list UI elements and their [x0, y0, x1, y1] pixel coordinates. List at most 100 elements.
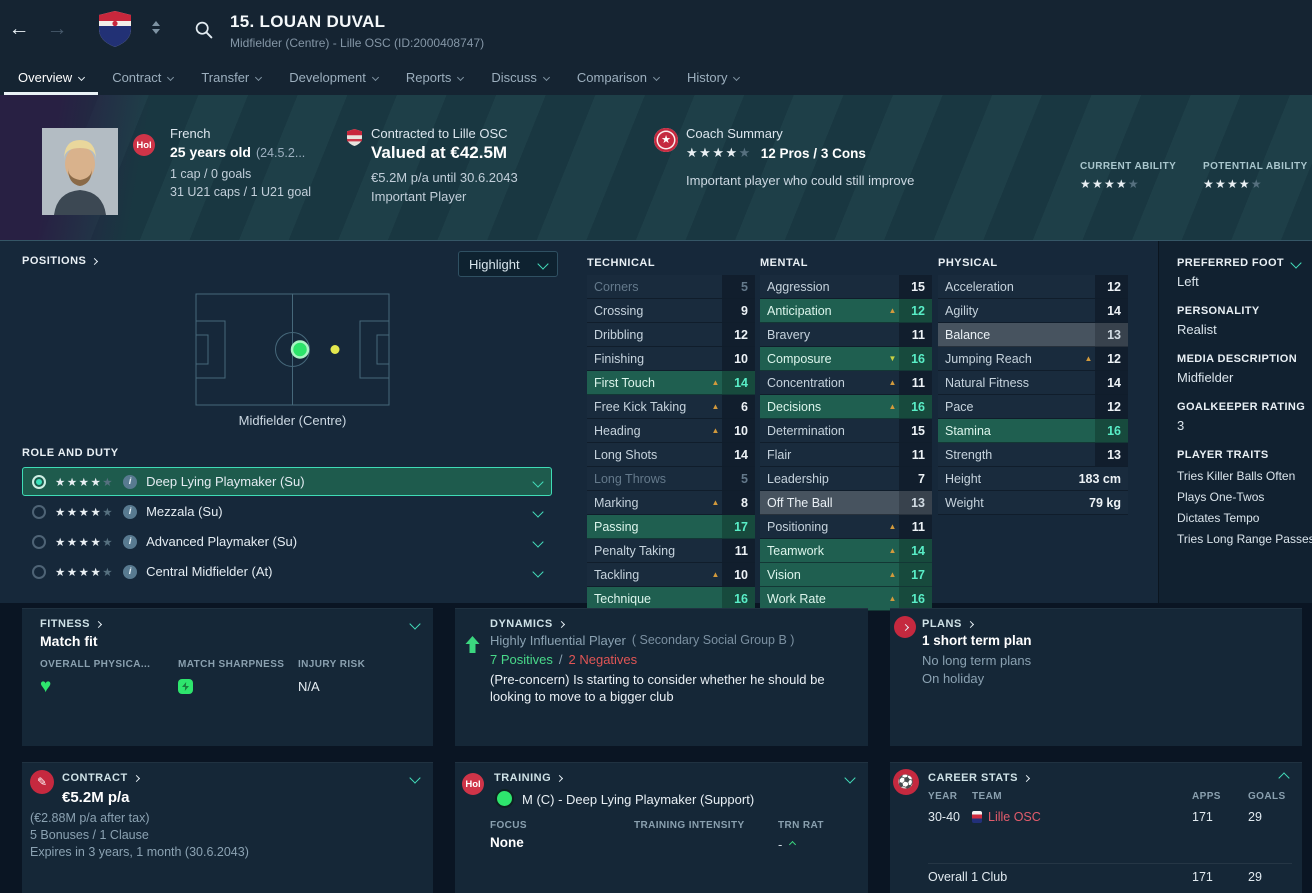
attribute-group-header: TECHNICAL — [587, 257, 656, 269]
fitness-collapse-chevron[interactable] — [409, 618, 421, 630]
pros-cons: 12 Pros / 3 Cons — [760, 145, 866, 161]
training-header-label[interactable]: TRAINING — [494, 772, 552, 784]
attribute-name: Agility — [945, 303, 979, 318]
attribute-row[interactable]: Decisions ▲ 16 — [760, 395, 932, 419]
position-pitch[interactable] — [195, 293, 390, 406]
tab-contract[interactable]: Contract — [98, 60, 187, 95]
info-icon[interactable]: i — [123, 504, 138, 519]
player-nationality[interactable]: French — [170, 126, 211, 141]
back-button[interactable]: ← — [8, 17, 30, 40]
tab-transfer[interactable]: Transfer — [187, 60, 275, 95]
attribute-name: First Touch — [594, 375, 655, 390]
negatives-value[interactable]: 2 Negatives — [568, 652, 638, 667]
attribute-row[interactable]: Aggression 15 — [760, 275, 932, 299]
attribute-row[interactable]: Stamina 16 — [938, 419, 1128, 443]
attribute-increase-icon: ▲ — [888, 305, 897, 315]
separator: / — [558, 652, 563, 667]
tab-reports[interactable]: Reports — [392, 60, 478, 95]
attribute-row[interactable]: First Touch ▲ 14 — [587, 371, 755, 395]
role-radio[interactable] — [32, 504, 46, 519]
current-ability-stars: ★★★★★ — [1080, 177, 1176, 191]
contract-expires: Expires in 3 years, 1 month (30.6.2043) — [30, 845, 249, 859]
attribute-row[interactable]: Determination 15 — [760, 419, 932, 443]
career-ball-icon: ⚽ — [893, 769, 919, 795]
training-assignment[interactable]: M (C) - Deep Lying Playmaker (Support) — [522, 792, 755, 807]
attribute-row[interactable]: Weight 79 kg — [938, 491, 1128, 515]
attribute-group-header: PHYSICAL — [938, 257, 998, 269]
dynamics-header-label[interactable]: DYNAMICS — [490, 618, 553, 630]
tab-overview[interactable]: Overview — [4, 60, 99, 95]
contract-collapse-chevron[interactable] — [409, 772, 421, 784]
attribute-row[interactable]: Acceleration 12 — [938, 275, 1128, 299]
attribute-row[interactable]: Tackling ▲ 10 — [587, 563, 755, 587]
career-team-link[interactable]: Lille OSC — [972, 810, 1192, 824]
attribute-row[interactable]: Marking ▲ 8 — [587, 491, 755, 515]
info-icon[interactable]: i — [123, 474, 138, 489]
attribute-row[interactable]: Dribbling 12 — [587, 323, 755, 347]
info-icon[interactable]: i — [123, 534, 138, 549]
tab-comparison[interactable]: Comparison — [563, 60, 673, 95]
tab-history[interactable]: History — [673, 60, 753, 95]
attribute-row[interactable]: Corners 5 — [587, 275, 755, 299]
attribute-row[interactable]: Pace 12 — [938, 395, 1128, 419]
role-radio[interactable] — [32, 564, 46, 579]
attribute-row[interactable]: Work Rate ▲ 16 — [760, 587, 932, 611]
career-header-label[interactable]: CAREER STATS — [928, 772, 1018, 784]
coach-summary-label[interactable]: Coach Summary — [686, 126, 783, 141]
attribute-row[interactable]: Agility 14 — [938, 299, 1128, 323]
role-row[interactable]: ★★★★★ i Deep Lying Playmaker (Su) — [22, 467, 552, 496]
tab-discuss[interactable]: Discuss — [477, 60, 563, 95]
attribute-row[interactable]: Strength 13 — [938, 443, 1128, 467]
club-switcher[interactable] — [152, 21, 160, 34]
role-row[interactable]: ★★★★★ i Mezzala (Su) — [22, 497, 552, 526]
attribute-row[interactable]: Off The Ball 13 — [760, 491, 932, 515]
attribute-row[interactable]: Composure ▼ 16 — [760, 347, 932, 371]
potential-ability-stars: ★★★★★ — [1203, 177, 1308, 191]
attribute-row[interactable]: Concentration ▲ 11 — [760, 371, 932, 395]
role-radio[interactable] — [32, 474, 46, 489]
star-icon: ★ — [686, 145, 700, 160]
attribute-row[interactable]: Teamwork ▲ 14 — [760, 539, 932, 563]
role-row[interactable]: ★★★★★ i Central Midfielder (At) — [22, 557, 552, 586]
attribute-row[interactable]: Long Shots 14 — [587, 443, 755, 467]
career-row[interactable]: 30-40 Lille OSC 171 29 — [928, 807, 1292, 827]
attribute-row[interactable]: Height 183 cm — [938, 467, 1128, 491]
positions-header[interactable]: POSITIONS — [22, 255, 99, 267]
attribute-row[interactable]: Finishing 10 — [587, 347, 755, 371]
fitness-header-label[interactable]: FITNESS — [40, 618, 90, 630]
nav-tabs: Overview Contract Transfer Development Repor… — [0, 60, 1312, 95]
attribute-row[interactable]: Anticipation ▲ 12 — [760, 299, 932, 323]
highlight-dropdown[interactable]: Highlight — [458, 251, 558, 277]
attribute-row[interactable]: Jumping Reach ▲ 12 — [938, 347, 1128, 371]
role-radio[interactable] — [32, 534, 46, 549]
attribute-row[interactable]: Vision ▲ 17 — [760, 563, 932, 587]
attribute-row[interactable]: Natural Fitness 14 — [938, 371, 1128, 395]
attribute-name: Leadership — [767, 471, 829, 486]
info-icon[interactable]: i — [123, 564, 138, 579]
attribute-name: Long Throws — [594, 471, 667, 486]
star-icon: ★ — [90, 536, 103, 549]
attribute-row[interactable]: Flair 11 — [760, 443, 932, 467]
role-row[interactable]: ★★★★★ i Advanced Playmaker (Su) — [22, 527, 552, 556]
attribute-row[interactable]: Penalty Taking 11 — [587, 539, 755, 563]
attribute-row[interactable]: Bravery 11 — [760, 323, 932, 347]
contract-header-label[interactable]: CONTRACT — [62, 772, 128, 784]
player-photo[interactable] — [42, 128, 118, 215]
plans-header-label[interactable]: PLANS — [922, 618, 962, 630]
attribute-row[interactable]: Balance 13 — [938, 323, 1128, 347]
positives-value[interactable]: 7 Positives — [490, 652, 553, 667]
attribute-row[interactable]: Positioning ▲ 11 — [760, 515, 932, 539]
contracted-to[interactable]: Contracted to Lille OSC — [371, 126, 508, 141]
search-icon[interactable] — [194, 20, 214, 45]
attribute-row[interactable]: Long Throws 5 — [587, 467, 755, 491]
club-crest[interactable] — [98, 10, 132, 53]
attribute-row[interactable]: Heading ▲ 10 — [587, 419, 755, 443]
attribute-row[interactable]: Crossing 9 — [587, 299, 755, 323]
attribute-row[interactable]: Leadership 7 — [760, 467, 932, 491]
training-collapse-chevron[interactable] — [844, 772, 856, 784]
career-collapse-chevron[interactable] — [1278, 772, 1290, 784]
attribute-row[interactable]: Free Kick Taking ▲ 6 — [587, 395, 755, 419]
forward-button[interactable]: → — [46, 17, 68, 40]
attribute-row[interactable]: Passing 17 — [587, 515, 755, 539]
tab-development[interactable]: Development — [275, 60, 392, 95]
